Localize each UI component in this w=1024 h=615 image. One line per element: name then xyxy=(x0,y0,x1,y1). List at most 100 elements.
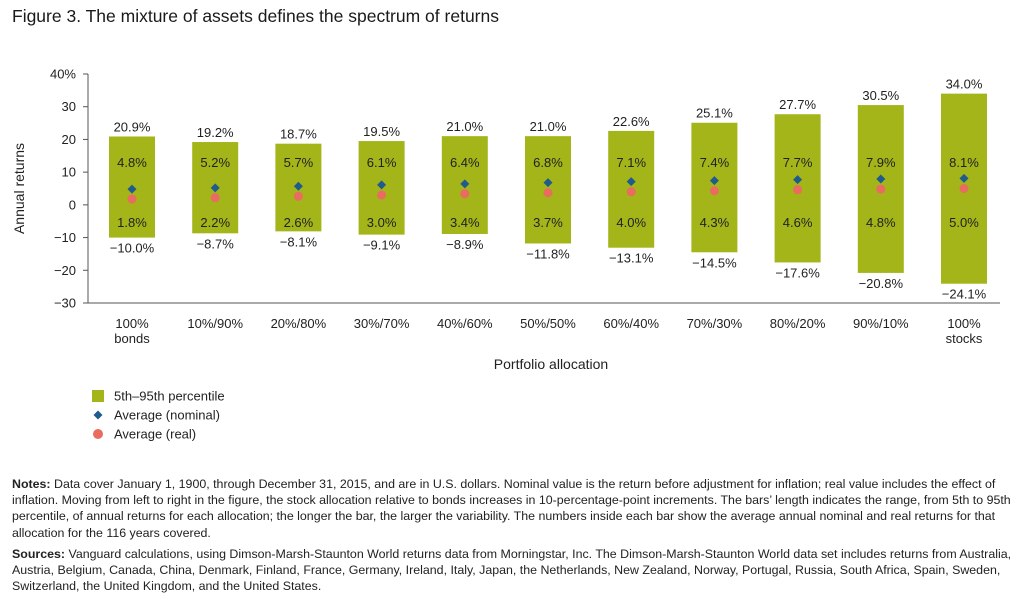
bar-low-label: −9.1% xyxy=(363,238,401,253)
nominal-average-marker xyxy=(793,175,803,185)
nominal-average-marker xyxy=(293,181,303,191)
bar-low-label: −8.1% xyxy=(280,234,318,249)
x-tick-label: bonds xyxy=(114,331,150,346)
x-tick-label: 100% xyxy=(115,316,149,331)
bar-high-label: 20.9% xyxy=(114,119,151,134)
nominal-value-label: 5.2% xyxy=(200,155,230,170)
legend-label: Average (real) xyxy=(114,427,196,442)
y-tick-label: −20 xyxy=(54,263,76,278)
legend-range-swatch xyxy=(92,390,104,402)
bar-low-label: −11.8% xyxy=(526,246,570,261)
chart-title: Figure 3. The mixture of assets defines … xyxy=(12,6,499,26)
legend-nominal-marker xyxy=(93,410,103,420)
nominal-value-label: 5.7% xyxy=(284,155,314,170)
y-tick-label: 0 xyxy=(69,197,76,212)
sources-text: Vanguard calculations, using Dimson-Mars… xyxy=(12,546,1012,594)
nominal-value-label: 7.7% xyxy=(783,155,813,170)
x-tick-label: 30%/70% xyxy=(354,316,410,331)
nominal-average-marker xyxy=(210,183,220,193)
nominal-value-label: 7.1% xyxy=(616,155,646,170)
bar-high-label: 18.7% xyxy=(280,127,317,142)
real-average-marker xyxy=(377,190,387,200)
nominal-value-label: 6.4% xyxy=(450,155,480,170)
nominal-average-marker xyxy=(876,174,886,184)
x-tick-label: 80%/20% xyxy=(770,316,826,331)
nominal-average-marker xyxy=(543,178,553,188)
bar-low-label: −10.0% xyxy=(110,241,155,256)
bar-low-label: −8.9% xyxy=(446,237,484,252)
x-tick-label: stocks xyxy=(946,331,983,346)
bar-low-label: −13.1% xyxy=(609,251,654,266)
real-average-marker xyxy=(460,189,470,199)
bar-low-label: −20.8% xyxy=(859,276,904,291)
x-tick-label: 70%/30% xyxy=(687,316,743,331)
real-value-label: 4.8% xyxy=(866,215,896,230)
nominal-value-label: 8.1% xyxy=(949,155,979,170)
x-tick-label: 50%/50% xyxy=(520,316,576,331)
y-tick-label: 10 xyxy=(62,165,76,180)
x-tick-label: 40%/60% xyxy=(437,316,493,331)
nominal-value-label: 6.1% xyxy=(367,155,397,170)
bar-high-label: 19.5% xyxy=(363,124,400,139)
legend-label: 5th–95th percentile xyxy=(114,389,225,404)
real-average-marker xyxy=(793,185,803,195)
nominal-value-label: 7.9% xyxy=(866,155,896,170)
bar-high-label: 27.7% xyxy=(779,97,816,112)
x-tick-label: 20%/80% xyxy=(271,316,327,331)
real-value-label: 2.6% xyxy=(284,215,314,230)
nominal-average-marker xyxy=(127,184,137,194)
real-average-marker xyxy=(127,194,137,204)
nominal-value-label: 6.8% xyxy=(533,155,563,170)
bar-low-label: −8.7% xyxy=(197,236,235,251)
real-average-marker xyxy=(959,184,969,193)
legend-real-marker xyxy=(93,429,103,439)
real-value-label: 4.0% xyxy=(616,215,646,230)
real-value-label: 4.3% xyxy=(700,215,730,230)
real-value-label: 2.2% xyxy=(200,215,230,230)
bar-high-label: 19.2% xyxy=(197,125,234,140)
real-average-marker xyxy=(626,187,636,197)
legend-label: Average (nominal) xyxy=(114,408,220,423)
nominal-average-marker xyxy=(377,180,387,190)
real-value-label: 3.0% xyxy=(367,215,397,230)
bar-high-label: 22.6% xyxy=(613,114,650,129)
real-average-marker xyxy=(709,186,719,196)
real-value-label: 3.7% xyxy=(533,215,563,230)
real-value-label: 5.0% xyxy=(949,215,979,230)
notes-paragraph: Notes: Data cover January 1, 1900, throu… xyxy=(12,476,1016,541)
y-tick-label: 30 xyxy=(62,99,76,114)
real-average-marker xyxy=(543,188,553,198)
x-tick-label: 90%/10% xyxy=(853,316,909,331)
real-average-marker xyxy=(876,184,886,194)
sources-label: Sources: xyxy=(12,546,66,561)
bar-low-label: −14.5% xyxy=(692,255,737,270)
real-value-label: 1.8% xyxy=(117,215,147,230)
y-tick-label: 20 xyxy=(62,132,76,147)
bar-low-label: −17.6% xyxy=(775,265,820,280)
nominal-value-label: 4.8% xyxy=(117,155,147,170)
real-average-marker xyxy=(210,193,220,203)
y-tick-label: −10 xyxy=(54,230,76,245)
x-tick-label: 100% xyxy=(947,316,981,331)
nominal-average-marker xyxy=(959,173,969,183)
bar-low-label: −24.1% xyxy=(942,287,987,302)
real-value-label: 3.4% xyxy=(450,215,480,230)
bar-high-label: 30.5% xyxy=(862,88,899,103)
nominal-average-marker xyxy=(626,177,636,187)
x-tick-label: 60%/40% xyxy=(603,316,659,331)
nominal-value-label: 7.4% xyxy=(700,155,730,170)
notes-text: Data cover January 1, 1900, through Dece… xyxy=(12,477,1011,540)
bar-high-label: 21.0% xyxy=(446,119,483,134)
y-tick-label: −30 xyxy=(54,296,76,311)
x-tick-label: 10%/90% xyxy=(187,316,243,331)
real-average-marker xyxy=(293,191,303,201)
notes-section: Notes: Data cover January 1, 1900, throu… xyxy=(12,476,1016,599)
nominal-average-marker xyxy=(460,179,470,189)
bar-high-label: 34.0% xyxy=(946,77,983,92)
x-axis-label: Portfolio allocation xyxy=(494,356,608,372)
real-value-label: 4.6% xyxy=(783,215,813,230)
y-tick-label: 40% xyxy=(50,67,76,82)
bar-high-label: 25.1% xyxy=(696,106,733,121)
y-axis-label: Annual returns xyxy=(11,143,27,234)
chart: −30 −20 −10 0 10 20 30 40% Annual returns 20.9% −1… xyxy=(11,67,1000,442)
